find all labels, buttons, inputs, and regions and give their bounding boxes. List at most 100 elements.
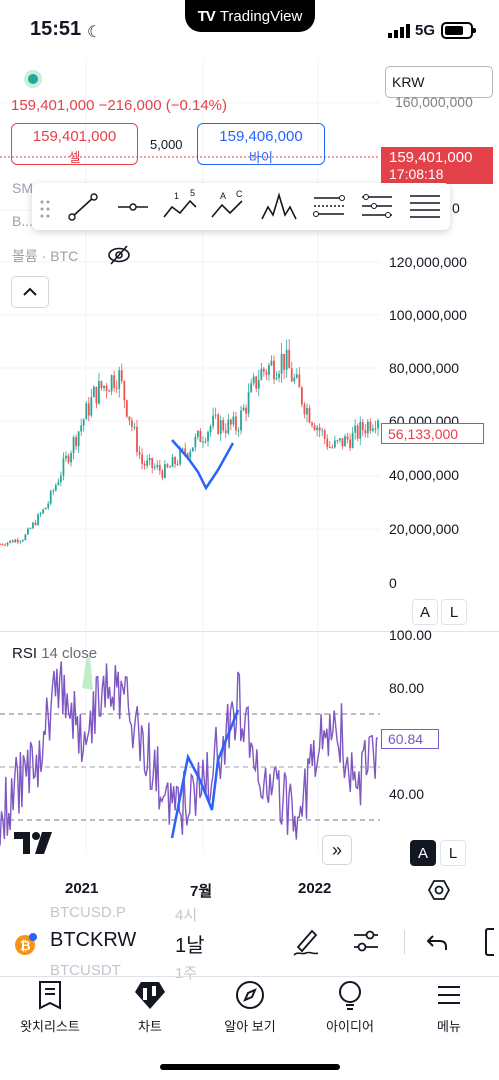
double-chevron-right-icon: » xyxy=(331,839,342,860)
interval-selector[interactable]: 1날 xyxy=(175,935,205,957)
rsi-legend[interactable]: RSI 14 close xyxy=(12,645,97,662)
candle-body xyxy=(92,386,95,398)
ghost-interval: 4시 xyxy=(175,907,198,924)
horizontal-ray-tool-icon[interactable] xyxy=(114,189,152,223)
candle-body xyxy=(9,540,12,543)
app-banner: TV TradingView xyxy=(185,0,315,32)
scroll-to-realtime-button[interactable]: » xyxy=(322,835,352,865)
candle-body xyxy=(242,407,245,411)
nav-label: 왓치리스트 xyxy=(20,1019,80,1034)
nav-explore[interactable]: 알아 보기 xyxy=(200,980,300,1040)
currency-selector[interactable]: KRW xyxy=(385,66,493,98)
candle-body xyxy=(280,353,283,374)
undo-icon[interactable] xyxy=(425,930,449,954)
fib-retracement-tool-icon[interactable] xyxy=(310,189,348,223)
candle-body xyxy=(323,430,326,439)
candle-body xyxy=(103,385,105,388)
candle-body xyxy=(131,420,133,427)
candle-body xyxy=(115,387,118,389)
candle-body xyxy=(87,403,90,416)
candle-body xyxy=(75,437,78,447)
legend-volume[interactable]: 볼륨 · BTC xyxy=(12,248,79,264)
candle-body xyxy=(214,414,217,416)
price-axis-label: 20,000,000 xyxy=(389,521,460,537)
svg-text:C: C xyxy=(236,189,243,199)
tradingview-logo-icon: TV xyxy=(197,7,216,25)
candle-body xyxy=(364,430,367,434)
price-axis-label: 0 xyxy=(452,200,460,216)
drag-handle-icon[interactable] xyxy=(34,189,56,223)
candle-body xyxy=(27,528,29,535)
price-axis-label: 120,000,000 xyxy=(389,254,467,270)
candle-body xyxy=(212,415,215,427)
candle-body xyxy=(62,458,65,476)
candle-body xyxy=(82,419,85,426)
rsi-chart[interactable] xyxy=(0,632,380,852)
candle-body xyxy=(224,430,227,434)
candle-body xyxy=(252,376,255,384)
bitcoin-icon: ₿ xyxy=(15,933,37,955)
legend-bollinger[interactable]: B... xyxy=(12,213,34,229)
candle-body xyxy=(285,349,288,370)
battery-icon xyxy=(441,22,476,39)
svg-text:5: 5 xyxy=(190,189,195,198)
head-shoulders-tool-icon[interactable] xyxy=(260,189,298,223)
nav-menu[interactable]: 메뉴 xyxy=(399,980,499,1040)
candle-body xyxy=(1,544,4,546)
sell-button[interactable]: 159,401,000 셀 xyxy=(11,123,138,165)
drawn-trendline xyxy=(171,439,235,491)
buy-button[interactable]: 159,406,000 바이 xyxy=(197,123,325,165)
candle-body xyxy=(80,425,83,432)
candle-body xyxy=(151,457,154,468)
time-axis-label: 7월 xyxy=(190,883,213,900)
candle-body xyxy=(240,410,242,431)
fullscreen-icon[interactable] xyxy=(482,927,499,957)
auto-scale-button[interactable]: A xyxy=(412,599,438,625)
svg-text:1: 1 xyxy=(174,191,179,201)
nav-label: 아이디어 xyxy=(326,1019,374,1034)
collapse-legend-button[interactable] xyxy=(11,276,49,308)
candle-body xyxy=(278,373,280,378)
price-change-line: 159,401,000 −216,000 (−0.14%) xyxy=(11,97,228,114)
candle-body xyxy=(59,475,62,483)
nav-ideas[interactable]: 아이디어 xyxy=(300,980,400,1040)
candle-body xyxy=(85,403,88,420)
nav-divider xyxy=(0,976,499,977)
nav-chart[interactable]: 차트 xyxy=(100,980,200,1040)
candle-body xyxy=(77,431,80,447)
chart-settings-icon[interactable] xyxy=(428,879,450,901)
log-scale-button[interactable]: L xyxy=(441,599,467,625)
rsi-axis-label: 80.00 xyxy=(389,680,425,696)
indicators-icon[interactable] xyxy=(352,927,380,955)
candle-body xyxy=(219,420,222,434)
rsi-overbought-fill xyxy=(82,655,93,690)
candle-body xyxy=(229,419,232,425)
trendline-tool-icon[interactable] xyxy=(64,189,102,223)
home-indicator xyxy=(160,1064,340,1070)
nav-watchlist[interactable]: 왓치리스트 xyxy=(0,980,100,1040)
fib-extension-tool-icon[interactable] xyxy=(358,189,396,223)
candle-body xyxy=(146,460,149,466)
candle-body xyxy=(341,438,344,447)
price-chart[interactable] xyxy=(0,60,380,630)
hide-eye-icon[interactable] xyxy=(107,244,131,266)
buy-price: 159,406,000 xyxy=(219,128,303,145)
candle-body xyxy=(268,365,270,375)
drawing-tools-icon[interactable] xyxy=(290,925,322,957)
candle-body xyxy=(179,449,182,465)
rsi-auto-scale-button[interactable]: A xyxy=(410,840,436,866)
symbol-selector[interactable]: BTCKRW xyxy=(50,929,137,951)
candle-body xyxy=(359,422,362,439)
rsi-log-scale-button[interactable]: L xyxy=(440,840,466,866)
network-type: 5G xyxy=(415,22,436,39)
candle-body xyxy=(29,528,32,530)
legend-sma[interactable]: SM xyxy=(12,180,33,196)
candle-body xyxy=(275,377,278,380)
parallel-lines-tool-icon[interactable] xyxy=(406,189,444,223)
candle-body xyxy=(311,422,313,426)
pane-separator[interactable] xyxy=(0,631,499,632)
rsi-current-value: 60.84 xyxy=(381,729,439,749)
candle-body xyxy=(207,432,209,442)
